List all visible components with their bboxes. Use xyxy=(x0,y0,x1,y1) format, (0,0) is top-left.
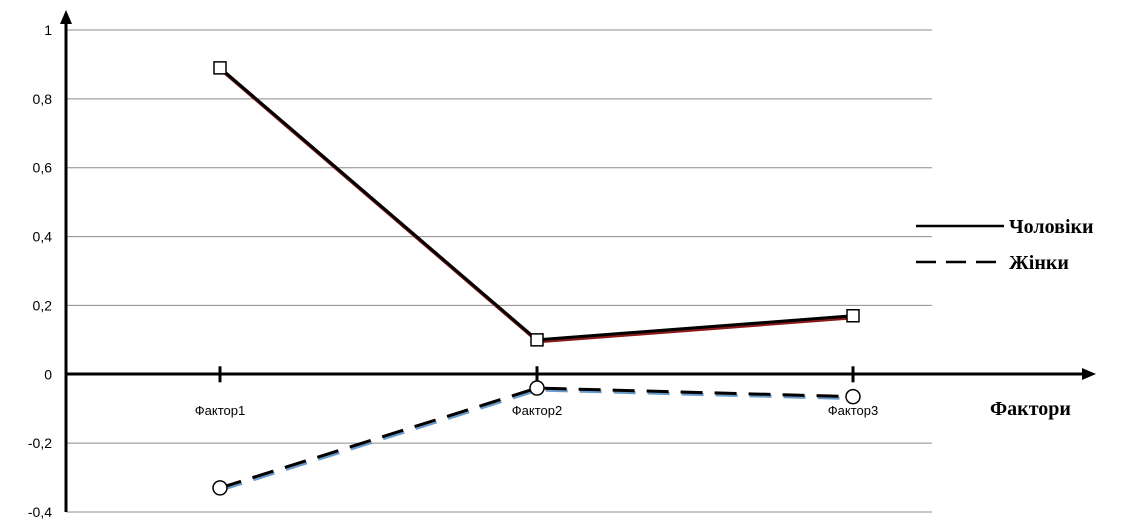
x-axis-title: Фактори xyxy=(990,398,1071,420)
y-tick-label: 0,6 xyxy=(33,160,53,176)
data-point-square xyxy=(530,333,544,347)
data-point-circle xyxy=(212,480,228,496)
y-tick-label: 0,2 xyxy=(33,297,53,313)
y-tick-label: -0,4 xyxy=(28,504,52,520)
series-lines xyxy=(212,61,861,496)
y-tick-labels: 1 0,8 0,6 0,4 0,2 0 -0,2 -0,4 xyxy=(28,22,52,520)
y-tick-label: 0,8 xyxy=(33,91,53,107)
x-tick-label: Фактор3 xyxy=(828,403,878,418)
y-axis-arrow xyxy=(60,10,72,24)
series-line-1 xyxy=(219,66,854,342)
axes xyxy=(60,10,1096,512)
series-shadow-line xyxy=(220,68,855,344)
x-tick-label: Фактор1 xyxy=(195,403,245,418)
x-ticks: Фактор1 Фактор2 Фактор3 xyxy=(195,366,878,418)
data-point-square xyxy=(213,61,227,75)
x-tick-label: Фактор2 xyxy=(512,403,562,418)
data-point-square xyxy=(846,309,860,323)
y-tick-label: -0,2 xyxy=(28,435,52,451)
y-tick-label: 1 xyxy=(44,22,52,38)
legend: Чоловіки Жінки xyxy=(916,216,1094,274)
y-tick-label: 0 xyxy=(44,366,52,382)
legend-label: Жінки xyxy=(1009,252,1069,274)
series-line-2 xyxy=(219,386,854,490)
series-shadow-line xyxy=(220,388,855,492)
legend-label: Чоловіки xyxy=(1009,216,1094,238)
gridlines xyxy=(66,29,932,513)
data-point-circle xyxy=(845,388,861,405)
data-point-circle xyxy=(529,380,545,396)
x-axis-arrow xyxy=(1082,368,1096,380)
y-tick-label: 0,4 xyxy=(33,229,53,245)
